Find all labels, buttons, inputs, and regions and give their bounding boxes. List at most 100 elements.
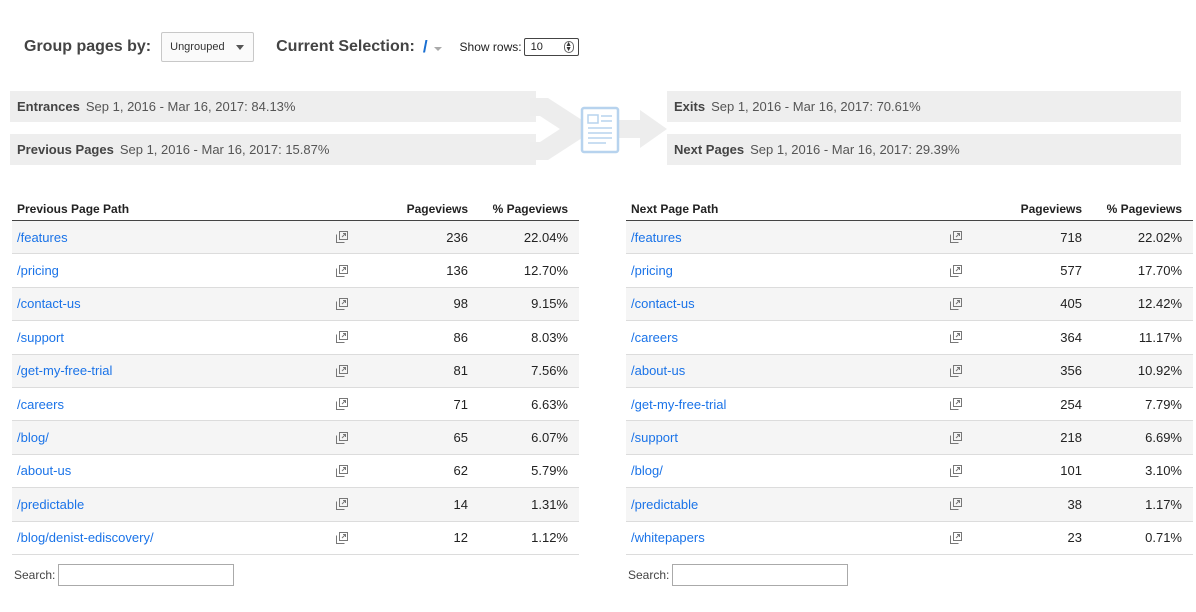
controls-bar: Group pages by: Ungrouped Current Select… — [24, 32, 579, 62]
open-in-new-window-icon[interactable] — [322, 531, 362, 544]
page-path-link[interactable]: /features — [17, 229, 68, 245]
show-rows-stepper[interactable]: 10 ▲ ▼ — [523, 38, 579, 56]
previous-pages-label: Previous Pages — [17, 142, 114, 157]
open-in-new-window-icon[interactable] — [322, 264, 362, 277]
table-row: /careers 364 11.17% — [626, 321, 1193, 355]
open-in-new-window-icon[interactable] — [322, 231, 362, 244]
pageviews-value: 364 — [1060, 329, 1082, 345]
entrances-label: Entrances — [17, 99, 80, 114]
search-input[interactable] — [672, 563, 849, 586]
table-row: /pricing 136 12.70% — [12, 254, 579, 288]
table-row: /about-us 62 5.79% — [12, 455, 579, 489]
pageviews-value: 356 — [1060, 363, 1082, 379]
page-path-link[interactable]: /blog/ — [17, 430, 49, 446]
page-path-link[interactable]: /whitepapers — [631, 530, 705, 546]
spinner-icon[interactable]: ▲ ▼ — [563, 41, 574, 53]
page-path-link[interactable]: /predictable — [631, 496, 699, 512]
page-path-link[interactable]: /careers — [631, 329, 678, 345]
table-header: Previous Page Path Pageviews % Pageviews — [12, 197, 579, 221]
open-in-new-window-icon[interactable] — [322, 431, 362, 444]
page-path-link[interactable]: /careers — [17, 396, 64, 412]
previous-pages-bar: Previous Pages Sep 1, 2016 - Mar 16, 201… — [10, 134, 536, 165]
page-path-link[interactable]: /get-my-free-trial — [17, 363, 113, 379]
table-body: /features 236 22.04% /pricing 136 12.70% /cont… — [12, 221, 579, 555]
page-path-link[interactable]: /contact-us — [631, 296, 695, 312]
exits-value: Sep 1, 2016 - Mar 16, 2017: 70.61% — [711, 99, 921, 114]
current-selection-label: Current Selection: — [276, 38, 415, 55]
open-in-new-window-icon[interactable] — [322, 364, 362, 377]
table-row: /support 218 6.69% — [626, 421, 1193, 455]
table-row: /predictable 14 1.31% — [12, 488, 579, 522]
search-input[interactable] — [58, 563, 235, 586]
search-label: Search: — [628, 567, 670, 582]
pct-pageviews-value: 1.31% — [531, 496, 568, 512]
show-rows-value: 10 — [530, 41, 543, 53]
page-flow-graphic — [530, 98, 667, 160]
pct-pageviews-value: 7.56% — [531, 363, 568, 379]
open-in-new-window-icon[interactable] — [936, 398, 976, 411]
table-row: /contact-us 98 9.15% — [12, 287, 579, 322]
column-header-pageviews[interactable]: Pageviews — [406, 201, 468, 216]
open-in-new-window-icon[interactable] — [322, 398, 362, 411]
open-in-new-window-icon[interactable] — [322, 498, 362, 511]
table-row: /predictable 38 1.17% — [626, 488, 1193, 522]
flow-out-arrow — [618, 110, 667, 148]
group-pages-select[interactable]: Ungrouped — [161, 32, 255, 62]
pageviews-value: 577 — [1060, 263, 1082, 279]
pageviews-value: 136 — [446, 263, 468, 279]
open-in-new-window-icon[interactable] — [936, 297, 976, 310]
page-path-link[interactable]: /support — [17, 329, 64, 345]
page-path-link[interactable]: /about-us — [17, 463, 72, 479]
table-body: /features 718 22.02% /pricing 577 17.70% /cont… — [626, 221, 1193, 555]
pageviews-value: 405 — [1060, 296, 1082, 312]
page-path-link[interactable]: /features — [631, 229, 682, 245]
open-in-new-window-icon[interactable] — [322, 464, 362, 477]
open-in-new-window-icon[interactable] — [936, 331, 976, 344]
pct-pageviews-value: 22.02% — [1137, 229, 1182, 245]
table-row: /contact-us 405 12.42% — [626, 287, 1193, 322]
table-row: /support 86 8.03% — [12, 321, 579, 355]
table-row: /blog/denist-ediscovery/12 1.12% — [12, 522, 579, 555]
table-row: /get-my-free-trial 254 7.79% — [626, 388, 1193, 422]
pct-pageviews-value: 11.17% — [1138, 329, 1182, 345]
pageviews-value: 65 — [453, 430, 468, 446]
page-path-link[interactable]: /get-my-free-trial — [631, 396, 727, 412]
page-path-link[interactable]: /predictable — [17, 496, 85, 512]
page-path-link[interactable]: /about-us — [631, 363, 686, 379]
chevron-down-icon — [236, 45, 245, 50]
open-in-new-window-icon[interactable] — [322, 331, 362, 344]
open-in-new-window-icon[interactable] — [936, 464, 976, 477]
open-in-new-window-icon[interactable] — [936, 431, 976, 444]
column-header-pct-pageviews[interactable]: % Pageviews — [492, 201, 568, 216]
group-pages-label: Group pages by: — [24, 38, 152, 55]
pct-pageviews-value: 9.15% — [531, 296, 568, 312]
open-in-new-window-icon[interactable] — [936, 531, 976, 544]
selection-dropdown-icon[interactable] — [433, 47, 442, 51]
column-header-path[interactable]: Previous Page Path — [17, 201, 130, 216]
pageviews-value: 23 — [1067, 530, 1082, 546]
pct-pageviews-value: 5.79% — [531, 463, 568, 479]
page-path-link[interactable]: /pricing — [17, 263, 59, 279]
column-header-pageviews[interactable]: Pageviews — [1020, 201, 1082, 216]
page-path-link[interactable]: /contact-us — [17, 296, 81, 312]
pageviews-value: 12 — [453, 530, 468, 546]
open-in-new-window-icon[interactable] — [936, 364, 976, 377]
table-row: /blog/101 3.10% — [626, 455, 1193, 489]
column-header-path[interactable]: Next Page Path — [631, 201, 719, 216]
page-path-link[interactable]: /pricing — [631, 263, 673, 279]
pageviews-value: 98 — [453, 296, 468, 312]
pct-pageviews-value: 17.70% — [1137, 263, 1182, 279]
pct-pageviews-value: 6.07% — [531, 430, 568, 446]
current-selection-value[interactable]: / — [422, 37, 428, 56]
pct-pageviews-value: 1.17% — [1145, 496, 1182, 512]
open-in-new-window-icon[interactable] — [936, 498, 976, 511]
page-document-icon — [580, 106, 620, 154]
page-path-link[interactable]: /blog/ — [631, 463, 663, 479]
pct-pageviews-value: 7.79% — [1145, 396, 1182, 412]
page-path-link[interactable]: /blog/denist-ediscovery/ — [17, 530, 154, 546]
open-in-new-window-icon[interactable] — [936, 231, 976, 244]
open-in-new-window-icon[interactable] — [322, 297, 362, 310]
open-in-new-window-icon[interactable] — [936, 264, 976, 277]
column-header-pct-pageviews[interactable]: % Pageviews — [1106, 201, 1182, 216]
page-path-link[interactable]: /support — [631, 430, 678, 446]
